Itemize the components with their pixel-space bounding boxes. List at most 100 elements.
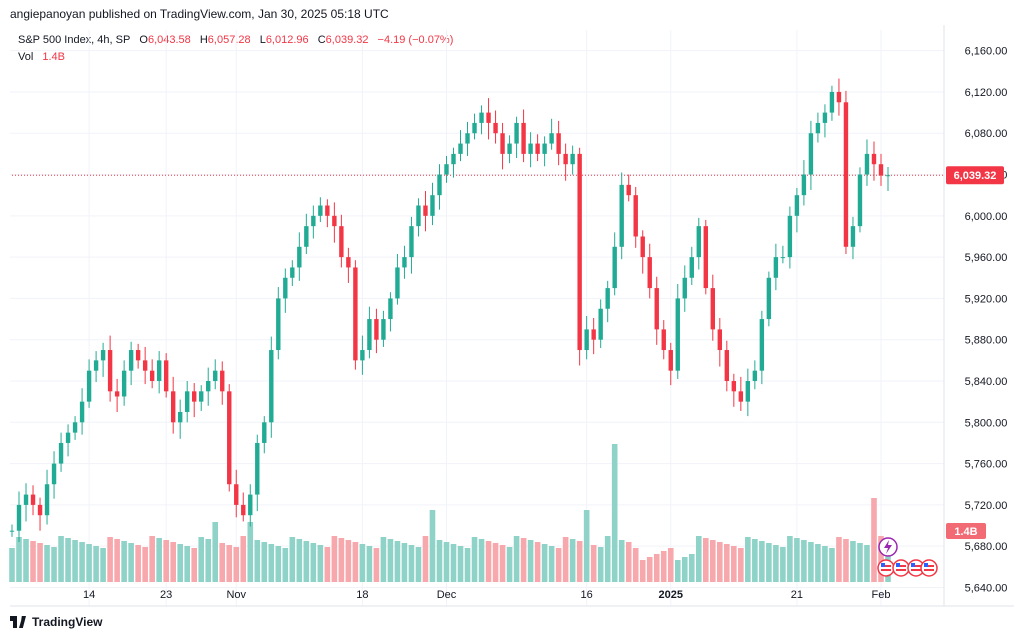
candle-body [829, 91, 835, 113]
volume-bar [303, 541, 310, 582]
volume-bar [843, 539, 849, 582]
candle-body [766, 277, 772, 320]
flag-canton [896, 563, 900, 567]
candle-body [149, 370, 155, 382]
y-tick-label: 5,920.00 [965, 293, 1008, 305]
volume-bar [667, 548, 674, 582]
flag-canton [911, 563, 915, 567]
last-price-label: 6,039.32 [954, 170, 997, 182]
candle-body [507, 143, 512, 154]
candle-body [311, 215, 316, 227]
x-tick-label: 23 [160, 589, 172, 601]
candle-body [430, 195, 435, 216]
candle-body [822, 112, 828, 123]
volume-bar [674, 560, 681, 582]
volume-bar [79, 542, 85, 582]
open-label: O [139, 34, 148, 46]
lightning-glyph [884, 540, 892, 554]
candle-body [234, 484, 239, 505]
volume-legend: Vol 1.4B [18, 51, 65, 63]
volume-bar [23, 539, 29, 582]
candle-body [668, 350, 673, 371]
candle-body [773, 257, 779, 278]
volume-bar [527, 540, 534, 582]
candle-body [850, 226, 856, 247]
candle-body [339, 226, 344, 258]
volume-bar [857, 543, 863, 582]
volume-bar [352, 542, 359, 582]
candle-body [605, 288, 610, 309]
volume-bar [261, 542, 268, 582]
volume-bar [51, 547, 57, 582]
flag-stripe [924, 569, 934, 571]
price-axis: 6,160.00 6,120.00 6,080.00 6,040.00 6,000.00… [946, 46, 1008, 594]
volume-bar [780, 547, 786, 582]
volume-bar [878, 536, 884, 582]
flag-stripe [911, 565, 921, 567]
candle-body [717, 329, 723, 351]
candle-body [563, 153, 568, 165]
volume-bar [408, 545, 415, 582]
volume-bar [114, 539, 120, 582]
volume-bar [604, 536, 611, 582]
volume-bar [513, 536, 520, 582]
volume-bar [885, 538, 891, 582]
volume-bars [9, 444, 891, 582]
last-price-badge [946, 166, 1004, 185]
x-tick-label: Nov [226, 589, 246, 601]
volume-bar [394, 541, 401, 582]
volume-bar [752, 539, 758, 582]
volume-bar [338, 538, 345, 582]
volume-bar [766, 543, 772, 582]
y-tick-label: 6,000.00 [965, 211, 1008, 223]
candle-body [878, 164, 884, 176]
candle-body [759, 319, 765, 371]
publisher-text: angiepanoyan published on TradingView.co… [10, 7, 389, 21]
candle-body [248, 494, 253, 516]
candle-body [640, 236, 645, 258]
volume-bar [745, 537, 751, 582]
volume-bar [492, 543, 499, 582]
flag-canton [924, 563, 928, 567]
volume-bar [836, 537, 842, 582]
candle-body [367, 319, 372, 351]
volume-bar [478, 539, 485, 582]
volume-badge [946, 523, 986, 539]
x-tick-label: 16 [581, 589, 593, 601]
candle-body [647, 257, 652, 289]
volume-bar [359, 544, 366, 582]
candle-body [213, 370, 218, 382]
volume-bar [135, 545, 141, 582]
tradingview-logo-icon [10, 616, 26, 628]
candle-body [290, 267, 295, 278]
volume-bar [773, 545, 779, 582]
y-tick-label: 6,040.00 [965, 170, 1008, 182]
candle-body [381, 319, 386, 340]
volume-bar [871, 498, 877, 582]
x-tick-label: Feb [872, 589, 891, 601]
volume-bar [310, 543, 317, 582]
volume-bar [702, 538, 709, 582]
candle-body [633, 195, 638, 237]
candle-body [262, 422, 267, 443]
volume-bar [156, 538, 162, 582]
ohlc-legend: S&P 500 Index, 4h, SP O6,043.58 H6,057.2… [18, 34, 453, 46]
candle-body [114, 391, 120, 397]
volume-bar [569, 539, 576, 582]
high-value: 6,057.28 [207, 34, 251, 46]
volume-bar [625, 542, 632, 582]
candle-body [619, 184, 624, 247]
grid-lines [10, 30, 944, 606]
volume-bar [86, 544, 92, 582]
candle-body [128, 350, 134, 371]
candle-body [472, 122, 477, 134]
volume-bar [149, 536, 155, 582]
low-value: 6,012.96 [265, 34, 309, 46]
candle-body [654, 288, 659, 330]
candle-body [72, 422, 78, 433]
candle-body [808, 133, 814, 175]
candle-body [276, 298, 281, 351]
volume-bar [632, 548, 639, 582]
